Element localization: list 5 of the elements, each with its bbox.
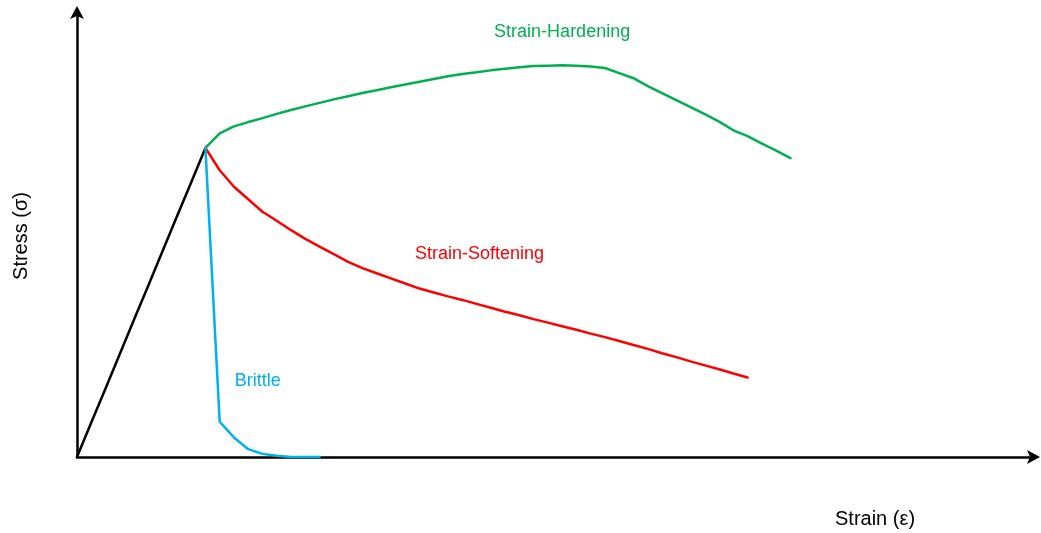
y-axis-title: Stress (σ) (9, 192, 31, 280)
series-label: Strain-Softening (414, 242, 544, 263)
series-label: Strain-Hardening (494, 21, 631, 42)
series-label: Brittle (234, 369, 281, 390)
x-axis-title: Strain (ε) (835, 507, 916, 529)
